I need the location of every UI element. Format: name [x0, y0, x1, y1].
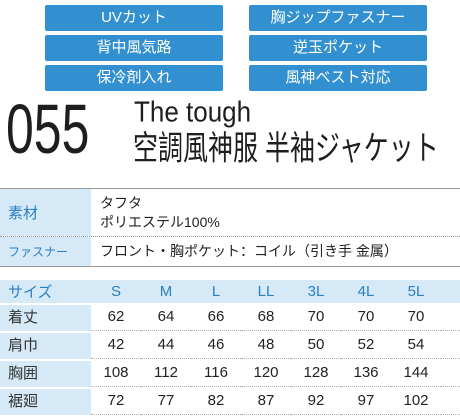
- size-column-header: 4L: [357, 283, 375, 300]
- spec-table: 素材 タフタ ポリエステル100% ファスナー フロント・胸ポケット：コイル（引…: [0, 188, 460, 267]
- product-number: 055: [6, 89, 90, 169]
- size-row-label: 肩巾: [0, 331, 91, 359]
- row-divider: [441, 331, 460, 359]
- row-divider: [441, 359, 460, 387]
- size-cell: 42: [91, 331, 141, 359]
- fastener-label: ファスナー: [0, 237, 91, 266]
- size-cell: 87: [241, 387, 291, 415]
- size-column-header: M: [159, 283, 173, 300]
- size-cell: 64: [141, 303, 191, 331]
- material-value: タフタ ポリエステル100%: [91, 189, 220, 236]
- size-cell: 97: [341, 387, 391, 415]
- feature-tag-chest-zip: 胸ジップファスナー: [249, 5, 427, 31]
- size-cell: 108: [91, 359, 141, 387]
- size-row-chest: 胸囲 108 112 116 120 128 136 144: [0, 359, 460, 387]
- size-table: サイズ S M L LL 3L 4L 5L 着丈 62 64 66 68 70 …: [0, 280, 460, 415]
- size-cell: 136: [341, 359, 391, 387]
- size-cell: 50: [291, 331, 341, 359]
- material-value-line: ポリエステル100%: [100, 213, 220, 230]
- size-column-header: 3L: [307, 283, 325, 300]
- size-row-shoulder: 肩巾 42 44 46 48 50 52 54: [0, 331, 460, 359]
- size-row-label: 裾廻: [0, 387, 91, 415]
- size-cell: 116: [191, 359, 241, 387]
- feature-tag-back-air-duct: 背中風気路: [45, 35, 223, 61]
- size-cell: 120: [241, 359, 291, 387]
- feature-tag-uv-cut: UVカット: [45, 5, 223, 31]
- product-name: 空調風神服 半袖ジャケット: [133, 129, 439, 168]
- size-cell: 66: [191, 303, 241, 331]
- size-row-hem: 裾廻 72 77 82 87 92 97 102: [0, 387, 460, 415]
- size-cell: 68: [241, 303, 291, 331]
- size-cell: 82: [191, 387, 241, 415]
- fastener-value-text: フロント・胸ポケット：コイル（引き手 金属）: [100, 243, 398, 259]
- size-cell: 44: [141, 331, 191, 359]
- material-label: 素材: [0, 189, 91, 236]
- size-row-label: 着丈: [0, 303, 91, 331]
- row-divider: [441, 387, 460, 415]
- size-cell: 102: [391, 387, 441, 415]
- row-divider: [441, 303, 460, 331]
- size-cell: 70: [291, 303, 341, 331]
- size-cell: 77: [141, 387, 191, 415]
- size-cell: 144: [391, 359, 441, 387]
- size-cell: 54: [391, 331, 441, 359]
- spec-row-fastener: ファスナー フロント・胸ポケット：コイル（引き手 金属）: [0, 237, 460, 266]
- size-row-length: 着丈 62 64 66 68 70 70 70: [0, 303, 460, 331]
- feature-tag-inverted-pocket: 逆玉ポケット: [249, 35, 427, 61]
- size-column-header: LL: [257, 283, 275, 300]
- size-header-row: サイズ S M L LL 3L 4L 5L: [0, 280, 460, 303]
- size-row-label: 胸囲: [0, 359, 91, 387]
- feature-tag-vest-compatible: 風神ベスト対応: [249, 65, 427, 91]
- size-cell: 52: [341, 331, 391, 359]
- fastener-value: フロント・胸ポケット：コイル（引き手 金属）: [91, 237, 398, 266]
- product-series: The tough: [134, 94, 252, 128]
- size-header-label: サイズ: [8, 284, 53, 301]
- feature-tag-ice-pack-pocket: 保冷剤入れ: [45, 65, 223, 91]
- size-cell: 72: [91, 387, 141, 415]
- size-cell: 48: [241, 331, 291, 359]
- size-cell: 112: [141, 359, 191, 387]
- size-cell: 92: [291, 387, 341, 415]
- size-column-header: 5L: [407, 283, 425, 300]
- size-column-header: S: [110, 283, 121, 300]
- size-cell: 128: [291, 359, 341, 387]
- size-cell: 70: [341, 303, 391, 331]
- material-value-line: タフタ: [100, 194, 142, 211]
- size-cell: 70: [391, 303, 441, 331]
- size-column-header: L: [211, 283, 221, 300]
- spec-row-material: 素材 タフタ ポリエステル100%: [0, 189, 460, 237]
- size-cell: 62: [91, 303, 141, 331]
- size-cell: 46: [191, 331, 241, 359]
